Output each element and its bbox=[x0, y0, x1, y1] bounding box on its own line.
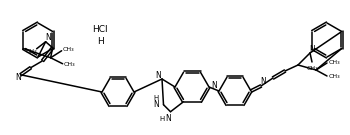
Text: N: N bbox=[15, 73, 21, 82]
Text: CH₃: CH₃ bbox=[328, 75, 340, 80]
Text: N: N bbox=[166, 114, 172, 123]
Text: CH₃: CH₃ bbox=[306, 65, 318, 70]
Text: H: H bbox=[154, 95, 159, 101]
Text: CH₃: CH₃ bbox=[63, 47, 75, 52]
Text: N: N bbox=[260, 77, 266, 87]
Text: H: H bbox=[159, 116, 164, 122]
Text: H: H bbox=[97, 38, 103, 46]
Text: N: N bbox=[309, 45, 315, 53]
Text: HCl: HCl bbox=[92, 26, 108, 35]
Text: CH₃: CH₃ bbox=[64, 62, 76, 67]
Text: N: N bbox=[211, 80, 217, 90]
Text: N: N bbox=[154, 100, 159, 109]
Text: N: N bbox=[155, 72, 161, 80]
Text: CH₃: CH₃ bbox=[328, 60, 340, 65]
Text: CH₃: CH₃ bbox=[26, 49, 37, 54]
Text: N: N bbox=[45, 33, 50, 42]
